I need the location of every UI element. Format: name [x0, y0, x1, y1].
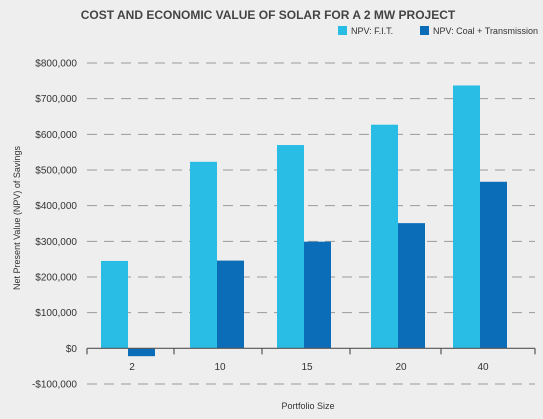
bar-fit-2: [101, 260, 128, 349]
x-axis: [86, 347, 536, 355]
x-axis-label: Portfolio Size: [281, 401, 334, 411]
x-axis-ticks: 2 10 15 20 40: [129, 362, 489, 373]
legend: NPV: F.I.T. NPV: Coal + Transmission: [338, 26, 538, 36]
bar-fit-40: [453, 85, 480, 349]
x-tick-label: 10: [214, 362, 226, 373]
y-tick-label: $600,000: [35, 130, 77, 141]
chart-title: COST AND ECONOMIC VALUE OF SOLAR FOR A 2…: [81, 8, 456, 22]
bar-coal-40: [480, 181, 507, 349]
legend-label-fit: NPV: F.I.T.: [351, 26, 393, 36]
bar-coal-10: [217, 260, 244, 349]
bars: [101, 85, 507, 357]
bar-fit-10: [190, 161, 217, 349]
y-tick-label: $700,000: [35, 94, 77, 105]
y-tick-label: $100,000: [35, 308, 77, 319]
y-tick-label: $500,000: [35, 166, 77, 177]
x-tick-label: 2: [129, 362, 135, 373]
bar-coal-20: [398, 223, 425, 349]
y-tick-label: -$100,000: [32, 380, 77, 391]
bar-fit-20: [371, 124, 398, 349]
y-tick-label: $400,000: [35, 201, 77, 212]
y-tick-label: $0: [66, 344, 78, 355]
y-tick-label: $200,000: [35, 273, 77, 284]
y-tick-label: $300,000: [35, 237, 77, 248]
legend-swatch-coal: [420, 26, 429, 35]
x-tick-label: 20: [395, 362, 407, 373]
x-tick-label: 15: [301, 362, 313, 373]
y-tick-label: $800,000: [35, 59, 77, 70]
bar-fit-15: [277, 145, 304, 349]
y-axis-label: Net Present Value (NPV) of Savings: [12, 146, 22, 290]
x-tick-label: 40: [477, 362, 489, 373]
bar-coal-15: [304, 241, 331, 349]
legend-label-coal: NPV: Coal + Transmission: [433, 26, 538, 36]
y-axis-ticks: -$100,000 $0 $100,000 $200,000 $300,000 $400,…: [32, 59, 77, 391]
bar-coal-2: [128, 348, 155, 357]
legend-swatch-fit: [338, 26, 347, 35]
